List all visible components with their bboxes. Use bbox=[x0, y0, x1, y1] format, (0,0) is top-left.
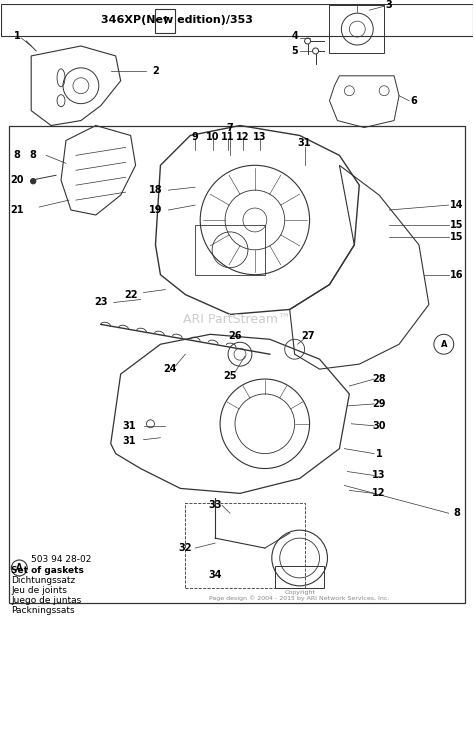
Text: Dichtungssatz: Dichtungssatz bbox=[11, 576, 75, 586]
Text: ARI PartStream™: ARI PartStream™ bbox=[183, 313, 291, 326]
Text: 8: 8 bbox=[14, 150, 21, 160]
Text: 22: 22 bbox=[124, 290, 137, 299]
Text: ↑: ↑ bbox=[161, 16, 170, 26]
Text: 24: 24 bbox=[164, 364, 177, 374]
Text: 21: 21 bbox=[10, 205, 24, 215]
Text: 2: 2 bbox=[152, 66, 159, 76]
Bar bbox=[1, 4, 473, 36]
Text: 8: 8 bbox=[453, 508, 460, 518]
Text: 34: 34 bbox=[209, 570, 222, 580]
Text: 14: 14 bbox=[450, 200, 464, 210]
Text: A: A bbox=[440, 340, 447, 348]
Text: 4: 4 bbox=[292, 31, 298, 41]
Text: 6: 6 bbox=[410, 96, 417, 105]
Text: 26: 26 bbox=[228, 332, 242, 341]
Text: 30: 30 bbox=[373, 421, 386, 430]
Text: 15: 15 bbox=[450, 220, 464, 230]
Bar bbox=[329, 5, 384, 53]
Text: 12: 12 bbox=[373, 488, 386, 498]
Text: 16: 16 bbox=[450, 269, 464, 280]
Bar bbox=[155, 10, 175, 33]
Text: 1: 1 bbox=[14, 31, 21, 41]
Text: 32: 32 bbox=[179, 543, 192, 553]
Text: 27: 27 bbox=[301, 332, 314, 341]
Bar bbox=[195, 225, 265, 274]
Text: A: A bbox=[16, 564, 23, 572]
Text: 9: 9 bbox=[192, 132, 199, 143]
Text: 20: 20 bbox=[10, 175, 24, 185]
Text: 18: 18 bbox=[149, 185, 162, 195]
Circle shape bbox=[31, 179, 36, 184]
Text: Jeu de joints: Jeu de joints bbox=[11, 586, 67, 595]
Text: Copyright: Copyright bbox=[284, 590, 315, 595]
Text: 13: 13 bbox=[253, 132, 266, 143]
Text: 25: 25 bbox=[223, 371, 237, 381]
Text: 13: 13 bbox=[373, 471, 386, 480]
Text: 28: 28 bbox=[373, 374, 386, 384]
Text: 5: 5 bbox=[292, 46, 298, 56]
Text: 12: 12 bbox=[236, 132, 250, 143]
Text: 503 94 28-02: 503 94 28-02 bbox=[31, 556, 91, 564]
Text: 11: 11 bbox=[221, 132, 235, 143]
Text: 23: 23 bbox=[94, 297, 108, 307]
Text: 29: 29 bbox=[373, 399, 386, 409]
Text: Packningssats: Packningssats bbox=[11, 606, 75, 615]
Text: 31: 31 bbox=[122, 436, 136, 446]
Text: 346XP(New edition)/353: 346XP(New edition)/353 bbox=[101, 15, 253, 25]
Text: 33: 33 bbox=[209, 500, 222, 510]
Bar bbox=[275, 566, 325, 588]
Text: 15: 15 bbox=[450, 232, 464, 242]
Text: 1: 1 bbox=[376, 449, 383, 459]
Text: 8: 8 bbox=[30, 150, 36, 160]
Bar bbox=[185, 504, 305, 588]
Text: 31: 31 bbox=[122, 421, 136, 430]
Text: Page design © 2004 - 2015 by ARI Network Services, Inc.: Page design © 2004 - 2015 by ARI Network… bbox=[210, 595, 390, 600]
Text: 10: 10 bbox=[206, 132, 220, 143]
Text: 3: 3 bbox=[386, 0, 392, 10]
Bar bbox=[9, 125, 465, 602]
Text: Set of gaskets: Set of gaskets bbox=[11, 567, 84, 575]
Text: 7: 7 bbox=[227, 122, 233, 132]
Text: 31: 31 bbox=[298, 138, 311, 149]
Text: Juego de juntas: Juego de juntas bbox=[11, 597, 82, 605]
Text: 19: 19 bbox=[149, 205, 162, 215]
